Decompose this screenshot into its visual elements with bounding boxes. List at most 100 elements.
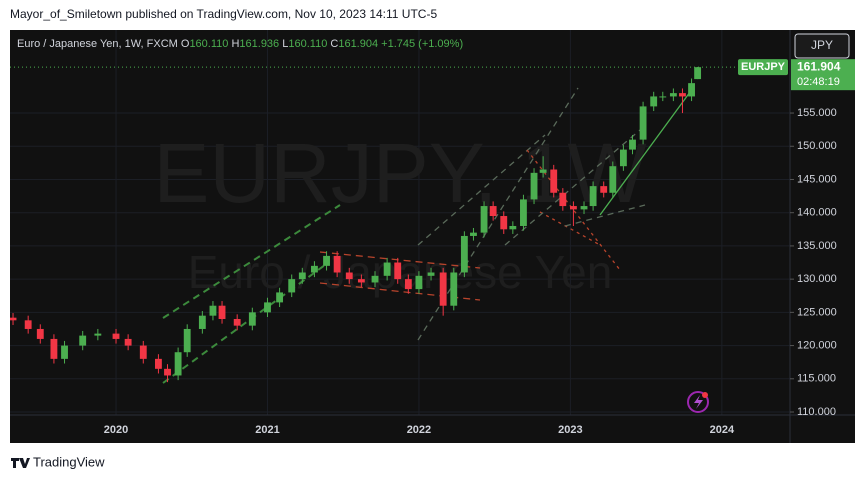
ohlc-letter: O xyxy=(181,38,190,50)
candle-body xyxy=(559,192,567,207)
trendline xyxy=(564,204,646,227)
trendline xyxy=(162,204,341,319)
ohlc-value: 161.904 xyxy=(338,38,378,50)
trendline xyxy=(599,87,694,216)
candle-body xyxy=(112,333,120,339)
x-tick-label: 2020 xyxy=(104,424,128,436)
candle-body xyxy=(688,83,695,97)
y-tick-label: 140.000 xyxy=(797,207,837,219)
trendline xyxy=(504,129,641,246)
y-tick-label: 145.000 xyxy=(797,173,837,185)
candle-body xyxy=(439,272,447,306)
candle-body xyxy=(427,272,435,276)
candle-body xyxy=(264,302,271,313)
candle-body xyxy=(276,292,284,303)
candle-body xyxy=(333,255,341,273)
ohlc-value: 160.110 xyxy=(288,38,327,50)
trendline xyxy=(539,211,601,246)
candle-body xyxy=(371,275,379,283)
y-tick-label: 130.000 xyxy=(797,273,837,285)
candle-body xyxy=(164,368,171,376)
candle-body xyxy=(61,345,68,359)
candle-body xyxy=(404,279,412,290)
x-tick-label: 2021 xyxy=(255,424,279,436)
alert-bolt xyxy=(694,395,703,409)
y-tick-label: 135.000 xyxy=(797,240,837,252)
trendline xyxy=(162,264,326,384)
alert-icon[interactable] xyxy=(687,391,709,413)
candle-body xyxy=(489,206,497,217)
candle-body xyxy=(248,312,256,326)
candle-body xyxy=(298,272,306,280)
candle-body xyxy=(198,315,206,329)
candle-body xyxy=(580,206,588,210)
candle-body xyxy=(500,216,508,230)
candle-body xyxy=(460,235,468,273)
footer-logo: TradingView xyxy=(11,454,105,469)
candle-body xyxy=(569,206,577,210)
candle-body xyxy=(218,305,226,319)
candle-body xyxy=(50,338,58,359)
candle-body xyxy=(139,345,147,359)
candle-body xyxy=(550,169,558,193)
candle-body xyxy=(659,96,667,98)
candle-body xyxy=(539,169,547,173)
currency-button[interactable] xyxy=(794,33,850,59)
candle-body xyxy=(530,172,538,200)
ohlc-letter: C xyxy=(330,38,338,50)
currency-label[interactable]: JPY xyxy=(811,38,833,52)
candle-body xyxy=(323,255,330,266)
candle-body xyxy=(609,166,617,193)
publisher-line: Mayor_of_Smiletown published on TradingV… xyxy=(10,7,437,21)
candle-body xyxy=(679,93,686,97)
candle-body xyxy=(415,275,423,290)
candle-body xyxy=(288,279,296,293)
candle-body xyxy=(79,335,87,346)
candle-body xyxy=(10,317,17,321)
candle-body xyxy=(311,265,318,273)
ohlc-letter: L xyxy=(282,38,288,50)
y-tick-label: 120.000 xyxy=(797,339,837,351)
candle-body xyxy=(450,272,458,306)
symbol-tag-label: EURJPY xyxy=(741,61,786,73)
y-tick-label: 150.000 xyxy=(797,140,837,152)
candle-body xyxy=(470,232,477,236)
candle-body xyxy=(650,96,658,107)
candle-body xyxy=(209,305,217,316)
candle-body xyxy=(357,279,365,283)
candle-body xyxy=(155,358,162,369)
candle-body xyxy=(669,93,677,97)
candle-body xyxy=(183,328,191,353)
candle-body xyxy=(694,67,702,80)
candle-body xyxy=(124,338,132,346)
x-tick-label: 2023 xyxy=(558,424,582,436)
y-tick-label: 125.000 xyxy=(797,306,837,318)
candle-body xyxy=(619,149,627,167)
candle-body xyxy=(629,139,636,150)
candle-body xyxy=(589,186,597,207)
candle-body xyxy=(233,318,241,326)
y-tick-label: 115.000 xyxy=(797,373,836,385)
alert-dot xyxy=(702,392,708,398)
legend: Euro / Japanese Yen, 1W, FXCM O160.110 H… xyxy=(17,38,463,50)
footer-brand: TradingView xyxy=(33,454,105,469)
countdown-label: 02:48:19 xyxy=(797,76,840,88)
y-tick-label: 110.000 xyxy=(797,406,836,418)
candle-body xyxy=(480,206,488,233)
symbol-tag xyxy=(738,59,788,76)
price-tag-label: 161.904 xyxy=(797,59,841,73)
candle-body xyxy=(639,106,647,140)
candle-body xyxy=(509,225,517,230)
chart-panel xyxy=(10,30,855,443)
y-tick-label: 155.000 xyxy=(797,107,837,119)
candle-body xyxy=(394,262,402,280)
trendline xyxy=(526,149,621,271)
ohlc-value: 160.110 xyxy=(189,38,228,50)
symbol-line: Euro / Japanese Yen, 1W, FXCM xyxy=(17,38,178,50)
candle-body xyxy=(600,186,608,193)
candle-body xyxy=(383,262,391,276)
price-tag xyxy=(791,59,855,91)
candle-body xyxy=(174,352,182,376)
